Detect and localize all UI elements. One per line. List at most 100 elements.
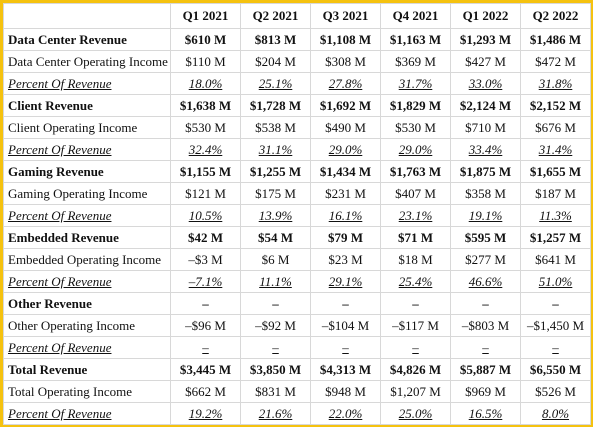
value-cell: 46.6% bbox=[450, 270, 521, 293]
value-cell: $6 M bbox=[240, 248, 311, 271]
value-cell: $610 M bbox=[170, 28, 241, 51]
value-cell: 16.5% bbox=[450, 402, 521, 425]
row-label: Gaming Operating Income bbox=[3, 182, 171, 205]
value-cell: $813 M bbox=[240, 28, 311, 51]
value-cell: $204 M bbox=[240, 50, 311, 73]
percent-row: Percent Of Revenue –7.1% 11.1% 29.1% 25.4% 46… bbox=[3, 270, 591, 293]
percent-row: Percent Of Revenue 32.4% 31.1% 29.0% 29.0% 33… bbox=[3, 138, 591, 161]
value-cell: $1,875 M bbox=[450, 160, 521, 183]
value-cell: 23.1% bbox=[380, 204, 451, 227]
column-header: Q1 2021 bbox=[170, 3, 241, 29]
value-cell: 8.0% bbox=[520, 402, 591, 425]
value-cell: 33.4% bbox=[450, 138, 521, 161]
value-cell: $3,445 M bbox=[170, 358, 241, 381]
value-cell: $1,163 M bbox=[380, 28, 451, 51]
value-cell: 51.0% bbox=[520, 270, 591, 293]
row-label: Client Operating Income bbox=[3, 116, 171, 139]
revenue-row: Embedded Revenue $42 M $54 M $79 M $71 M $595… bbox=[3, 226, 591, 249]
value-cell: – bbox=[450, 292, 521, 315]
value-cell: $369 M bbox=[380, 50, 451, 73]
value-cell: – bbox=[170, 336, 241, 359]
value-cell: – bbox=[520, 336, 591, 359]
value-cell: $121 M bbox=[170, 182, 241, 205]
value-cell: $1,108 M bbox=[310, 28, 381, 51]
value-cell: $71 M bbox=[380, 226, 451, 249]
value-cell: – bbox=[310, 292, 381, 315]
row-label: Percent Of Revenue bbox=[3, 204, 171, 227]
value-cell: $641 M bbox=[520, 248, 591, 271]
value-cell: 18.0% bbox=[170, 72, 241, 95]
value-cell: 29.1% bbox=[310, 270, 381, 293]
value-cell: $1,763 M bbox=[380, 160, 451, 183]
value-cell: $969 M bbox=[450, 380, 521, 403]
value-cell: –$96 M bbox=[170, 314, 241, 337]
row-label: Percent Of Revenue bbox=[3, 138, 171, 161]
value-cell: – bbox=[240, 336, 311, 359]
value-cell: 31.1% bbox=[240, 138, 311, 161]
value-cell: –7.1% bbox=[170, 270, 241, 293]
percent-row: Percent Of Revenue 19.2% 21.6% 22.0% 25.0% 16… bbox=[3, 402, 591, 425]
value-cell: $2,152 M bbox=[520, 94, 591, 117]
value-cell: 25.0% bbox=[380, 402, 451, 425]
value-cell: $1,257 M bbox=[520, 226, 591, 249]
value-cell: 19.2% bbox=[170, 402, 241, 425]
income-row: Embedded Operating Income –$3 M $6 M $23 M $… bbox=[3, 248, 591, 271]
value-cell: –$1,450 M bbox=[520, 314, 591, 337]
row-label: Other Revenue bbox=[3, 292, 171, 315]
revenue-table: Q1 2021 Q2 2021 Q3 2021 Q4 2021 Q1 2022 Q2 20… bbox=[3, 3, 591, 425]
value-cell: $18 M bbox=[380, 248, 451, 271]
value-cell: 10.5% bbox=[170, 204, 241, 227]
row-label: Total Revenue bbox=[3, 358, 171, 381]
value-cell: $1,486 M bbox=[520, 28, 591, 51]
value-cell: $231 M bbox=[310, 182, 381, 205]
value-cell: $662 M bbox=[170, 380, 241, 403]
value-cell: $187 M bbox=[520, 182, 591, 205]
value-cell: $358 M bbox=[450, 182, 521, 205]
value-cell: $472 M bbox=[520, 50, 591, 73]
value-cell: $110 M bbox=[170, 50, 241, 73]
value-cell: $79 M bbox=[310, 226, 381, 249]
value-cell: $1,255 M bbox=[240, 160, 311, 183]
column-header: Q2 2021 bbox=[240, 3, 311, 29]
row-label: Other Operating Income bbox=[3, 314, 171, 337]
value-cell: 27.8% bbox=[310, 72, 381, 95]
value-cell: $5,887 M bbox=[450, 358, 521, 381]
value-cell: – bbox=[380, 292, 451, 315]
value-cell: $4,313 M bbox=[310, 358, 381, 381]
value-cell: $526 M bbox=[520, 380, 591, 403]
value-cell: –$92 M bbox=[240, 314, 311, 337]
value-cell: $23 M bbox=[310, 248, 381, 271]
row-label: Percent Of Revenue bbox=[3, 270, 171, 293]
value-cell: 33.0% bbox=[450, 72, 521, 95]
income-row: Gaming Operating Income $121 M $175 M $231 … bbox=[3, 182, 591, 205]
revenue-row: Data Center Revenue $610 M $813 M $1,108 M $… bbox=[3, 28, 591, 51]
value-cell: $407 M bbox=[380, 182, 451, 205]
value-cell: $530 M bbox=[380, 116, 451, 139]
row-label: Percent Of Revenue bbox=[3, 402, 171, 425]
column-header: Q4 2021 bbox=[380, 3, 451, 29]
value-cell: 25.1% bbox=[240, 72, 311, 95]
value-cell: $175 M bbox=[240, 182, 311, 205]
revenue-row: Client Revenue $1,638 M $1,728 M $1,692 M $1… bbox=[3, 94, 591, 117]
revenue-row: Total Revenue $3,445 M $3,850 M $4,313 M $4,… bbox=[3, 358, 591, 381]
row-label: Percent Of Revenue bbox=[3, 336, 171, 359]
value-cell: $538 M bbox=[240, 116, 311, 139]
value-cell: –$117 M bbox=[380, 314, 451, 337]
value-cell: $2,124 M bbox=[450, 94, 521, 117]
value-cell: 29.0% bbox=[310, 138, 381, 161]
income-row: Data Center Operating Income $110 M $204 M… bbox=[3, 50, 591, 73]
value-cell: 11.3% bbox=[520, 204, 591, 227]
percent-row: Percent Of Revenue 10.5% 13.9% 16.1% 23.1% 19… bbox=[3, 204, 591, 227]
value-cell: $54 M bbox=[240, 226, 311, 249]
value-cell: $1,434 M bbox=[310, 160, 381, 183]
value-cell: $1,692 M bbox=[310, 94, 381, 117]
value-cell: 16.1% bbox=[310, 204, 381, 227]
income-row: Client Operating Income $530 M $538 M $490 … bbox=[3, 116, 591, 139]
row-label: Total Operating Income bbox=[3, 380, 171, 403]
value-cell: – bbox=[380, 336, 451, 359]
row-label: Gaming Revenue bbox=[3, 160, 171, 183]
income-row: Other Operating Income –$96 M –$92 M –$104 … bbox=[3, 314, 591, 337]
value-cell: –$3 M bbox=[170, 248, 241, 271]
header-row: Q1 2021 Q2 2021 Q3 2021 Q4 2021 Q1 2022 Q2 20… bbox=[3, 3, 591, 29]
value-cell: 22.0% bbox=[310, 402, 381, 425]
